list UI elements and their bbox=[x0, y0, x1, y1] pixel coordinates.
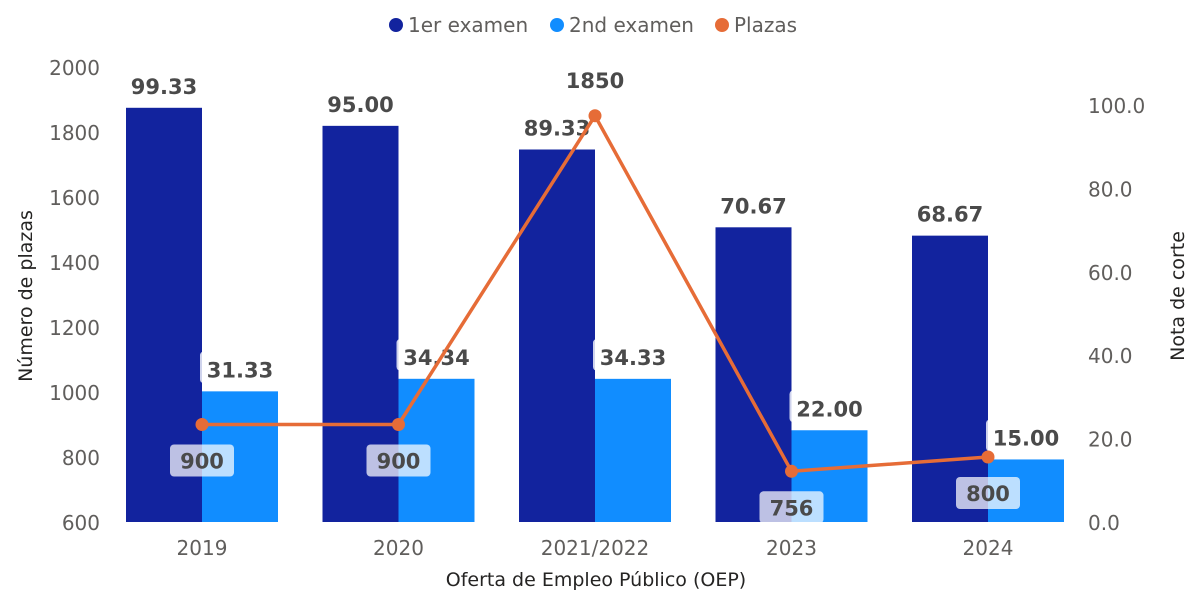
plazas-point bbox=[392, 418, 405, 431]
right-axis: 0.0 20.0 40.0 60.0 80.0 100.0 bbox=[1088, 94, 1145, 535]
line-label-background bbox=[956, 477, 1020, 509]
plazas-point bbox=[785, 464, 798, 478]
x-tick-label: 2020 bbox=[373, 536, 424, 560]
line-data-label: 900 bbox=[377, 450, 421, 474]
y-right-tick-label: 60.0 bbox=[1088, 261, 1133, 285]
legend-label: 1er examen bbox=[408, 13, 528, 37]
bar-label-background bbox=[593, 338, 673, 371]
bar-label-background bbox=[200, 351, 280, 384]
line-label-background bbox=[366, 444, 431, 477]
bar-data-label: 95.00 bbox=[327, 93, 393, 117]
line-data-label: 800 bbox=[966, 482, 1010, 506]
legend-marker-2nd-examen bbox=[550, 18, 564, 32]
y-tick-label: 800 bbox=[62, 446, 100, 470]
y-tick-label: 1000 bbox=[49, 381, 100, 405]
line-data-label: 756 bbox=[770, 496, 814, 520]
y-right-tick-label: 40.0 bbox=[1088, 344, 1133, 368]
y-right-tick-label: 20.0 bbox=[1088, 428, 1133, 452]
x-axis: 2019 2020 2021/2022 2023 2024 bbox=[177, 536, 1014, 560]
bar-data-label: 70.67 bbox=[720, 194, 786, 218]
x-axis-title: Oferta de Empleo Público (OEP) bbox=[446, 569, 746, 591]
bar-data-label: 99.33 bbox=[131, 75, 197, 99]
x-tick-label: 2023 bbox=[766, 536, 817, 560]
plazas-point bbox=[588, 109, 602, 123]
plazas-point bbox=[981, 450, 995, 464]
y-right-tick-label: 0.0 bbox=[1088, 511, 1120, 535]
y-tick-label: 2000 bbox=[49, 56, 100, 80]
bar-data-label: 22.00 bbox=[796, 397, 862, 421]
bar-label-background bbox=[986, 419, 1066, 452]
x-tick-label: 2024 bbox=[963, 536, 1014, 560]
legend: 1er examen 2nd examen Plazas bbox=[389, 13, 797, 37]
bar-data-label: 34.33 bbox=[600, 346, 666, 370]
x-tick-label: 2021/2022 bbox=[541, 536, 650, 560]
bar-2nd-examen bbox=[595, 378, 671, 522]
y-tick-label: 1400 bbox=[49, 251, 100, 275]
plazas-point bbox=[195, 418, 209, 431]
bar-data-label: 31.33 bbox=[207, 358, 273, 382]
bar-1er-examen bbox=[912, 235, 988, 522]
legend-label: 2nd examen bbox=[569, 13, 694, 37]
y-axis-title: Número de plazas bbox=[15, 210, 37, 382]
bar-data-label: 68.67 bbox=[917, 203, 983, 227]
bar-data-label: 15.00 bbox=[993, 426, 1059, 450]
x-tick-label: 2019 bbox=[177, 536, 228, 560]
y-right-tick-label: 100.0 bbox=[1088, 94, 1145, 118]
y-tick-label: 1800 bbox=[49, 121, 100, 145]
legend-label: Plazas bbox=[734, 13, 797, 37]
y-tick-label: 600 bbox=[62, 511, 100, 535]
legend-marker-plazas bbox=[715, 18, 729, 32]
bar-1er-examen bbox=[519, 149, 595, 522]
line-data-label: 1850 bbox=[566, 69, 624, 93]
legend-marker-1er-examen bbox=[389, 18, 403, 32]
y-right-tick-label: 80.0 bbox=[1088, 177, 1133, 201]
bars: 99.3331.3395.0034.3489.3334.3370.6722.00… bbox=[126, 75, 1066, 523]
bar-label-background bbox=[789, 390, 870, 423]
bar-label-background bbox=[396, 338, 477, 371]
line-data-label: 900 bbox=[180, 450, 224, 474]
line-label-background bbox=[170, 444, 234, 477]
y-axis-right-title: Nota de corte bbox=[1167, 231, 1189, 361]
y-tick-label: 1600 bbox=[49, 186, 100, 210]
bar-data-label: 89.33 bbox=[524, 116, 590, 140]
plazas-line-layer: 900 900 1850 756 800 bbox=[170, 69, 1020, 524]
y-tick-label: 1200 bbox=[49, 316, 100, 340]
left-axis: 600 800 1000 1200 1400 1600 1800 2000 bbox=[49, 56, 100, 535]
line-label-background bbox=[759, 491, 824, 524]
bar-1er-examen bbox=[715, 227, 792, 523]
